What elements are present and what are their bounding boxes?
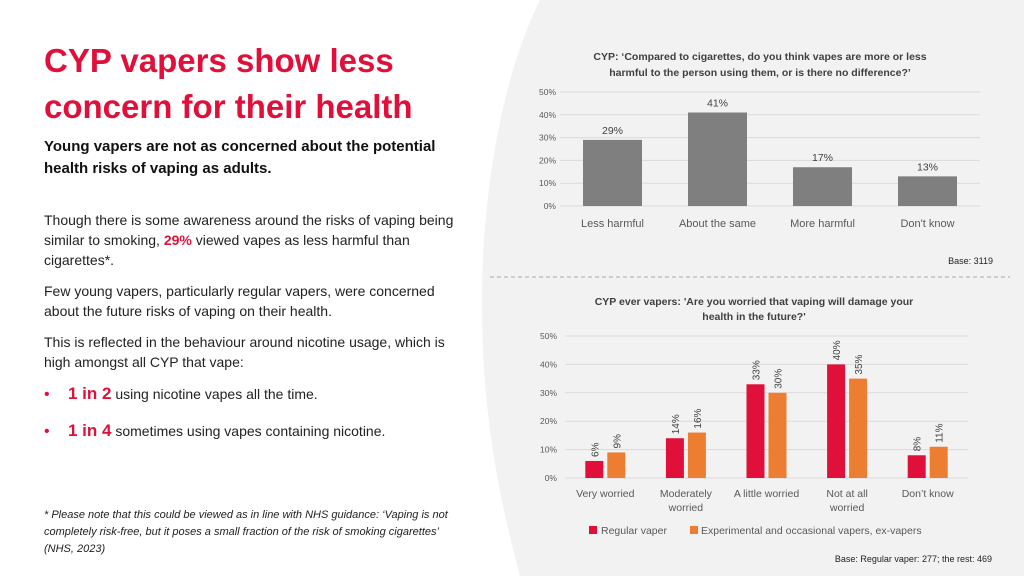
legend-label-experimental: Experimental and occasional vapers, ex-v… (701, 525, 922, 537)
page-subtitle: Young vapers are not as concerned about … (44, 138, 436, 177)
bullet-marker: • (44, 423, 50, 440)
bullet-item-1: • 1 in 2 using nicotine vapes all the tim… (44, 384, 464, 405)
chart2-ytick-label: 0% (545, 473, 558, 483)
chart2-xtick-label: Don’t know (902, 488, 954, 500)
paragraph-awareness-before: Though there is some awareness around th… (44, 212, 454, 248)
page-title: CYP vapers show less concern for their h… (44, 42, 413, 125)
chart2-data-label: 11% (935, 423, 946, 442)
chart1-data-label: 17% (812, 152, 833, 164)
chart-harm-comparison: CYP: ‘Compared to cigarettes, do you thi… (539, 51, 993, 266)
chart1-data-label: 13% (917, 161, 938, 173)
chart2-data-label: 35% (854, 354, 865, 374)
chart2-data-label: 9% (612, 434, 623, 449)
bullet-text-1: using nicotine vapes all the time. (111, 386, 318, 402)
bullet-bold-2: 1 in 4 (68, 421, 112, 440)
highlight-percentage: 29% (163, 232, 192, 248)
chart2-data-label: 33% (752, 360, 763, 380)
chart1-data-label: 41% (707, 98, 728, 110)
chart1-ytick-label: 10% (539, 178, 556, 188)
chart2-bar-experimental (687, 432, 706, 478)
chart2-xtick-label: Moderately (660, 488, 713, 500)
chart1-title-line: harmful to the person using them, or is … (609, 67, 911, 79)
chart2-xtick-label: Very worried (576, 488, 635, 500)
chart2-bar-experimental (929, 446, 948, 478)
chart1-ytick-label: 30% (539, 133, 556, 143)
chart2-ytick-label: 40% (540, 359, 557, 369)
chart2-bar-experimental (849, 378, 868, 478)
chart2-xtick-label: worried (668, 502, 704, 514)
chart2-bar-experimental (607, 452, 626, 478)
chart2-base: Base: Regular vaper: 277; the rest: 469 (835, 554, 992, 564)
legend-swatch-regular (589, 526, 597, 534)
chart2-xtick-label: A little worried (734, 488, 800, 500)
chart2-ytick-label: 50% (540, 331, 557, 341)
footnote: * Please note that this could be viewed … (44, 509, 448, 555)
chart1-bar (898, 176, 957, 206)
chart2-data-label: 6% (590, 442, 601, 457)
chart1-bar (793, 167, 852, 206)
chart1-base: Base: 3119 (948, 256, 993, 266)
bullet-bold-1: 1 in 2 (68, 384, 112, 403)
paragraph-concern: Few young vapers, particularly regular v… (44, 283, 435, 319)
chart2-ytick-label: 10% (540, 445, 557, 455)
chart2-data-label: 14% (671, 414, 682, 434)
chart2-data-label: 40% (832, 340, 843, 360)
chart2-bar-regular (907, 455, 926, 478)
chart2-title-line: health in the future?' (702, 311, 805, 323)
chart2-data-label: 8% (913, 437, 924, 452)
chart2-xtick-label: Not at all (826, 488, 867, 500)
bullet-text-2: sometimes using vapes containing nicotin… (111, 423, 386, 439)
chart2-data-label: 30% (774, 369, 785, 389)
chart2-data-label: 16% (693, 408, 704, 428)
chart1-bar (583, 139, 642, 206)
chart-worried-future: CYP ever vapers: 'Are you worried that v… (540, 296, 992, 564)
chart1-ytick-label: 20% (539, 155, 556, 165)
chart1-title-line: CYP: ‘Compared to cigarettes, do you thi… (593, 51, 926, 63)
chart1-xtick-label: Less harmful (581, 218, 644, 230)
chart2-xtick-label: worried (829, 502, 865, 514)
chart2-bar-regular (746, 384, 765, 478)
chart1-ytick-label: 40% (539, 110, 556, 120)
chart2-title-line: CYP ever vapers: 'Are you worried that v… (595, 296, 914, 308)
legend-swatch-experimental (690, 526, 698, 534)
chart2-ytick-label: 30% (540, 388, 557, 398)
chart2-ytick-label: 20% (540, 416, 557, 426)
paragraph-awareness: Though there is some awareness around th… (44, 210, 464, 270)
legend-label-regular: Regular vaper (601, 525, 667, 537)
chart1-bar (688, 112, 747, 206)
chart1-ytick-label: 50% (539, 87, 556, 97)
bullet-marker: • (44, 386, 50, 403)
chart1-data-label: 29% (602, 125, 623, 137)
bullet-item-2: • 1 in 4 sometimes using vapes containing… (44, 421, 464, 442)
chart2-bar-experimental (768, 392, 787, 478)
chart1-xtick-label: About the same (679, 218, 756, 230)
paragraph-nicotine: This is reflected in the behaviour aroun… (44, 334, 445, 370)
paragraph-awareness-after: viewed vapes as less harmful than cigare… (44, 232, 410, 268)
chart1-xtick-label: More harmful (790, 218, 855, 230)
chart1-ytick-label: 0% (544, 201, 557, 211)
chart2-bar-regular (585, 460, 604, 478)
chart2-bar-regular (665, 438, 684, 478)
chart2-bar-regular (827, 364, 846, 478)
chart1-xtick-label: Don't know (900, 218, 954, 230)
